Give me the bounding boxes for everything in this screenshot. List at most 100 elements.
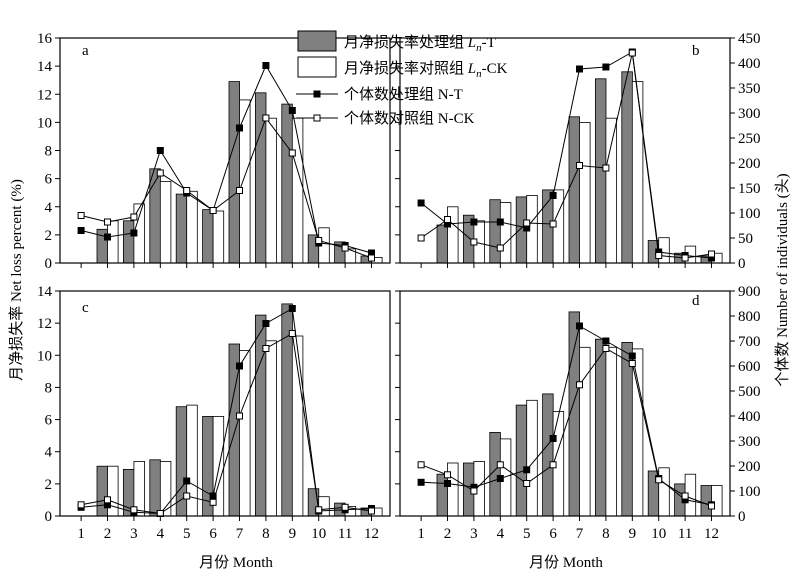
bar-d-treatment-8 <box>595 338 607 517</box>
x-tick-label-c-5: 5 <box>183 526 191 542</box>
bar-a-treatment-5 <box>175 193 188 264</box>
marker-a-control-9 <box>288 149 296 157</box>
bar-c-treatment-2 <box>96 465 109 517</box>
marker-c-treatment-5 <box>183 477 191 485</box>
left-tick-label-c-10: 10 <box>37 348 52 364</box>
marker-d-control-8 <box>602 345 610 352</box>
marker-b-control-4 <box>496 244 504 252</box>
bar-a-control-5 <box>186 190 198 264</box>
bar-a-control-2 <box>107 220 119 264</box>
x-tick-label-d-10: 10 <box>651 526 666 542</box>
marker-d-control-11 <box>681 492 689 500</box>
right-tick-label-d-600: 600 <box>738 359 761 375</box>
marker-b-control-10 <box>655 252 663 259</box>
marker-d-treatment-8 <box>602 337 610 345</box>
legend-item-3: 个体数处理组 N-T <box>296 86 463 103</box>
line-b-control <box>420 52 712 259</box>
marker-d-control-4 <box>496 461 504 469</box>
left-tick-label-c-8: 8 <box>45 380 53 396</box>
left-tick-label-c-12: 12 <box>37 316 52 332</box>
right-tick-label-b-450: 450 <box>738 31 761 47</box>
legend: 月净损失率处理组 Ln-T 月净损失率对照组 Ln-CK 个体数处理组 N-T 个体数… <box>296 30 508 127</box>
x-tick-label-d-1: 1 <box>417 526 425 542</box>
legend-item-1: 月净损失率处理组 Ln-T <box>297 30 496 54</box>
right-tick-label-b-250: 250 <box>738 131 761 147</box>
panel-d: 1 2 3 4 5 6 7 8 9 10 11 120100200300400500600700800… <box>395 284 761 542</box>
left-tick-label-a-10: 10 <box>37 115 52 131</box>
frame-d <box>399 290 731 517</box>
marker-d-treatment-4 <box>496 475 504 482</box>
right-tick-label-d-700: 700 <box>738 334 761 350</box>
left-tick-label-c-14: 14 <box>37 284 53 300</box>
marker-d-control-3 <box>470 487 478 495</box>
x-tick-label-c-3: 3 <box>130 526 138 542</box>
marker-a-treatment-2 <box>104 233 111 241</box>
x-axis-title-left: 月份 Month <box>199 554 273 571</box>
line-d-control <box>420 347 712 507</box>
bar-c-control-7 <box>239 350 251 517</box>
x-tick-label-d-4: 4 <box>497 526 505 542</box>
x-tick-label-d-8: 8 <box>602 526 610 542</box>
line-c-treatment <box>81 307 372 515</box>
marker-c-control-5 <box>183 492 191 500</box>
bar-b-control-7 <box>579 122 591 264</box>
bar-d-control-9 <box>631 348 644 517</box>
left-tick-label-a-6: 6 <box>45 172 53 188</box>
bar-d-treatment-9 <box>621 341 633 517</box>
x-tick-label-c-4: 4 <box>157 526 165 542</box>
marker-c-control-7 <box>236 412 243 420</box>
x-tick-label-c-9: 9 <box>289 526 297 542</box>
bar-c-treatment-4 <box>149 459 161 517</box>
right-tick-label-d-800: 800 <box>738 309 761 325</box>
marker-a-control-7 <box>236 187 243 194</box>
bar-a-control-4 <box>159 180 172 264</box>
bar-d-treatment-5 <box>515 404 528 517</box>
marker-b-treatment-1 <box>417 199 425 207</box>
bar-a-treatment-7 <box>228 81 241 264</box>
marker-a-treatment-1 <box>77 227 85 234</box>
legend-label-3: 个体数处理组 N-T <box>344 86 463 103</box>
right-tick-label-b-100: 100 <box>738 206 761 222</box>
bar-b-control-2 <box>447 206 459 264</box>
x-tick-label-c-8: 8 <box>262 526 270 542</box>
left-tick-label-c-4: 4 <box>45 445 53 461</box>
bar-d-treatment-6 <box>542 393 554 517</box>
marker-c-treatment-9 <box>288 305 296 312</box>
marker-a-control-5 <box>183 187 191 194</box>
legend-label-2: 月净损失率对照组 Ln-CK <box>344 60 508 80</box>
bar-a-treatment-4 <box>149 168 161 264</box>
marker-a-control-8 <box>262 114 270 122</box>
marker-a-control-1 <box>77 212 85 219</box>
x-tick-label-d-2: 2 <box>444 526 452 542</box>
marker-a-treatment-8 <box>262 62 270 69</box>
legend-swatch-2 <box>297 56 337 78</box>
bar-d-control-2 <box>447 462 459 517</box>
right-tick-label-d-200: 200 <box>738 459 761 475</box>
panel-letter-b: b <box>692 43 700 59</box>
left-tick-label-c-2: 2 <box>45 477 53 493</box>
legend-marker-4 <box>313 114 321 122</box>
bar-b-control-4 <box>499 202 512 264</box>
left-tick-label-c-6: 6 <box>45 413 53 429</box>
marker-a-control-3 <box>130 213 138 221</box>
x-tick-label-c-2: 2 <box>104 526 112 542</box>
bar-a-control-8 <box>265 117 277 264</box>
marker-b-treatment-7 <box>576 65 583 73</box>
marker-a-treatment-7 <box>236 124 243 132</box>
bar-d-control-8 <box>605 346 617 517</box>
x-tick-label-c-11: 11 <box>338 526 352 542</box>
legend-marker-3 <box>313 90 321 98</box>
marker-b-control-5 <box>523 219 531 227</box>
left-tick-label-a-4: 4 <box>45 200 53 216</box>
marker-a-control-11 <box>341 244 349 252</box>
line-a-control <box>80 116 372 259</box>
marker-c-control-1 <box>77 501 85 509</box>
marker-b-control-6 <box>549 220 557 228</box>
left-tick-label-a-12: 12 <box>37 87 52 103</box>
right-tick-label-d-300: 300 <box>738 434 761 450</box>
marker-b-control-11 <box>681 254 689 262</box>
right-tick-label-d-0: 0 <box>738 509 746 525</box>
right-tick-label-b-0: 0 <box>738 256 746 272</box>
panels: 0246810121416a05010015020025030035040045… <box>37 31 761 542</box>
x-axis-title-right: 月份 Month <box>529 554 603 571</box>
